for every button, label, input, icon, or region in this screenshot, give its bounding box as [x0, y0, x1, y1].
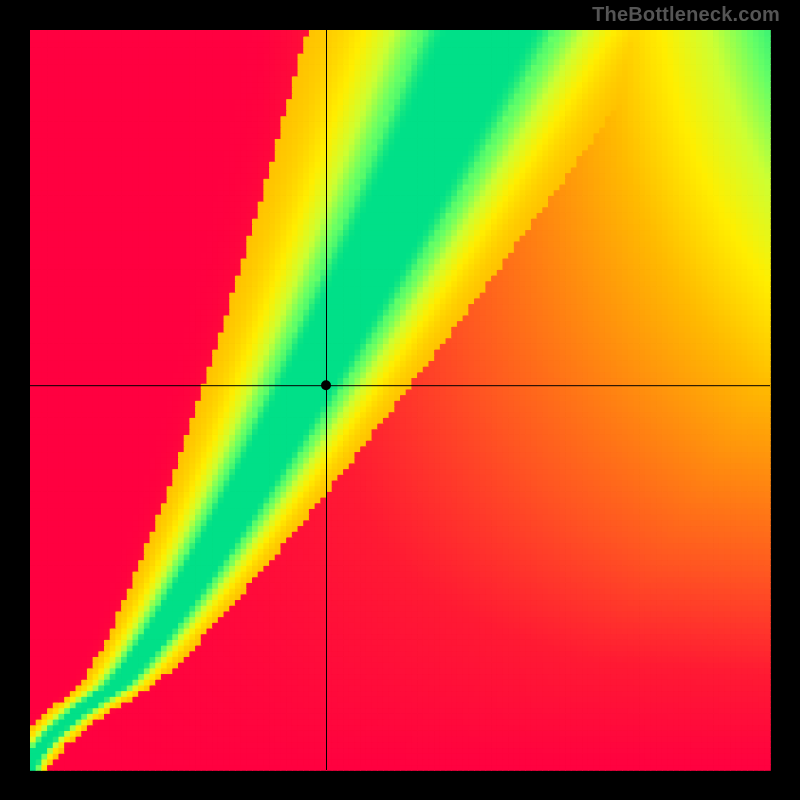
watermark-text: TheBottleneck.com: [592, 4, 780, 27]
crosshair-overlay: [0, 0, 800, 800]
chart-container: TheBottleneck.com: [0, 0, 800, 800]
